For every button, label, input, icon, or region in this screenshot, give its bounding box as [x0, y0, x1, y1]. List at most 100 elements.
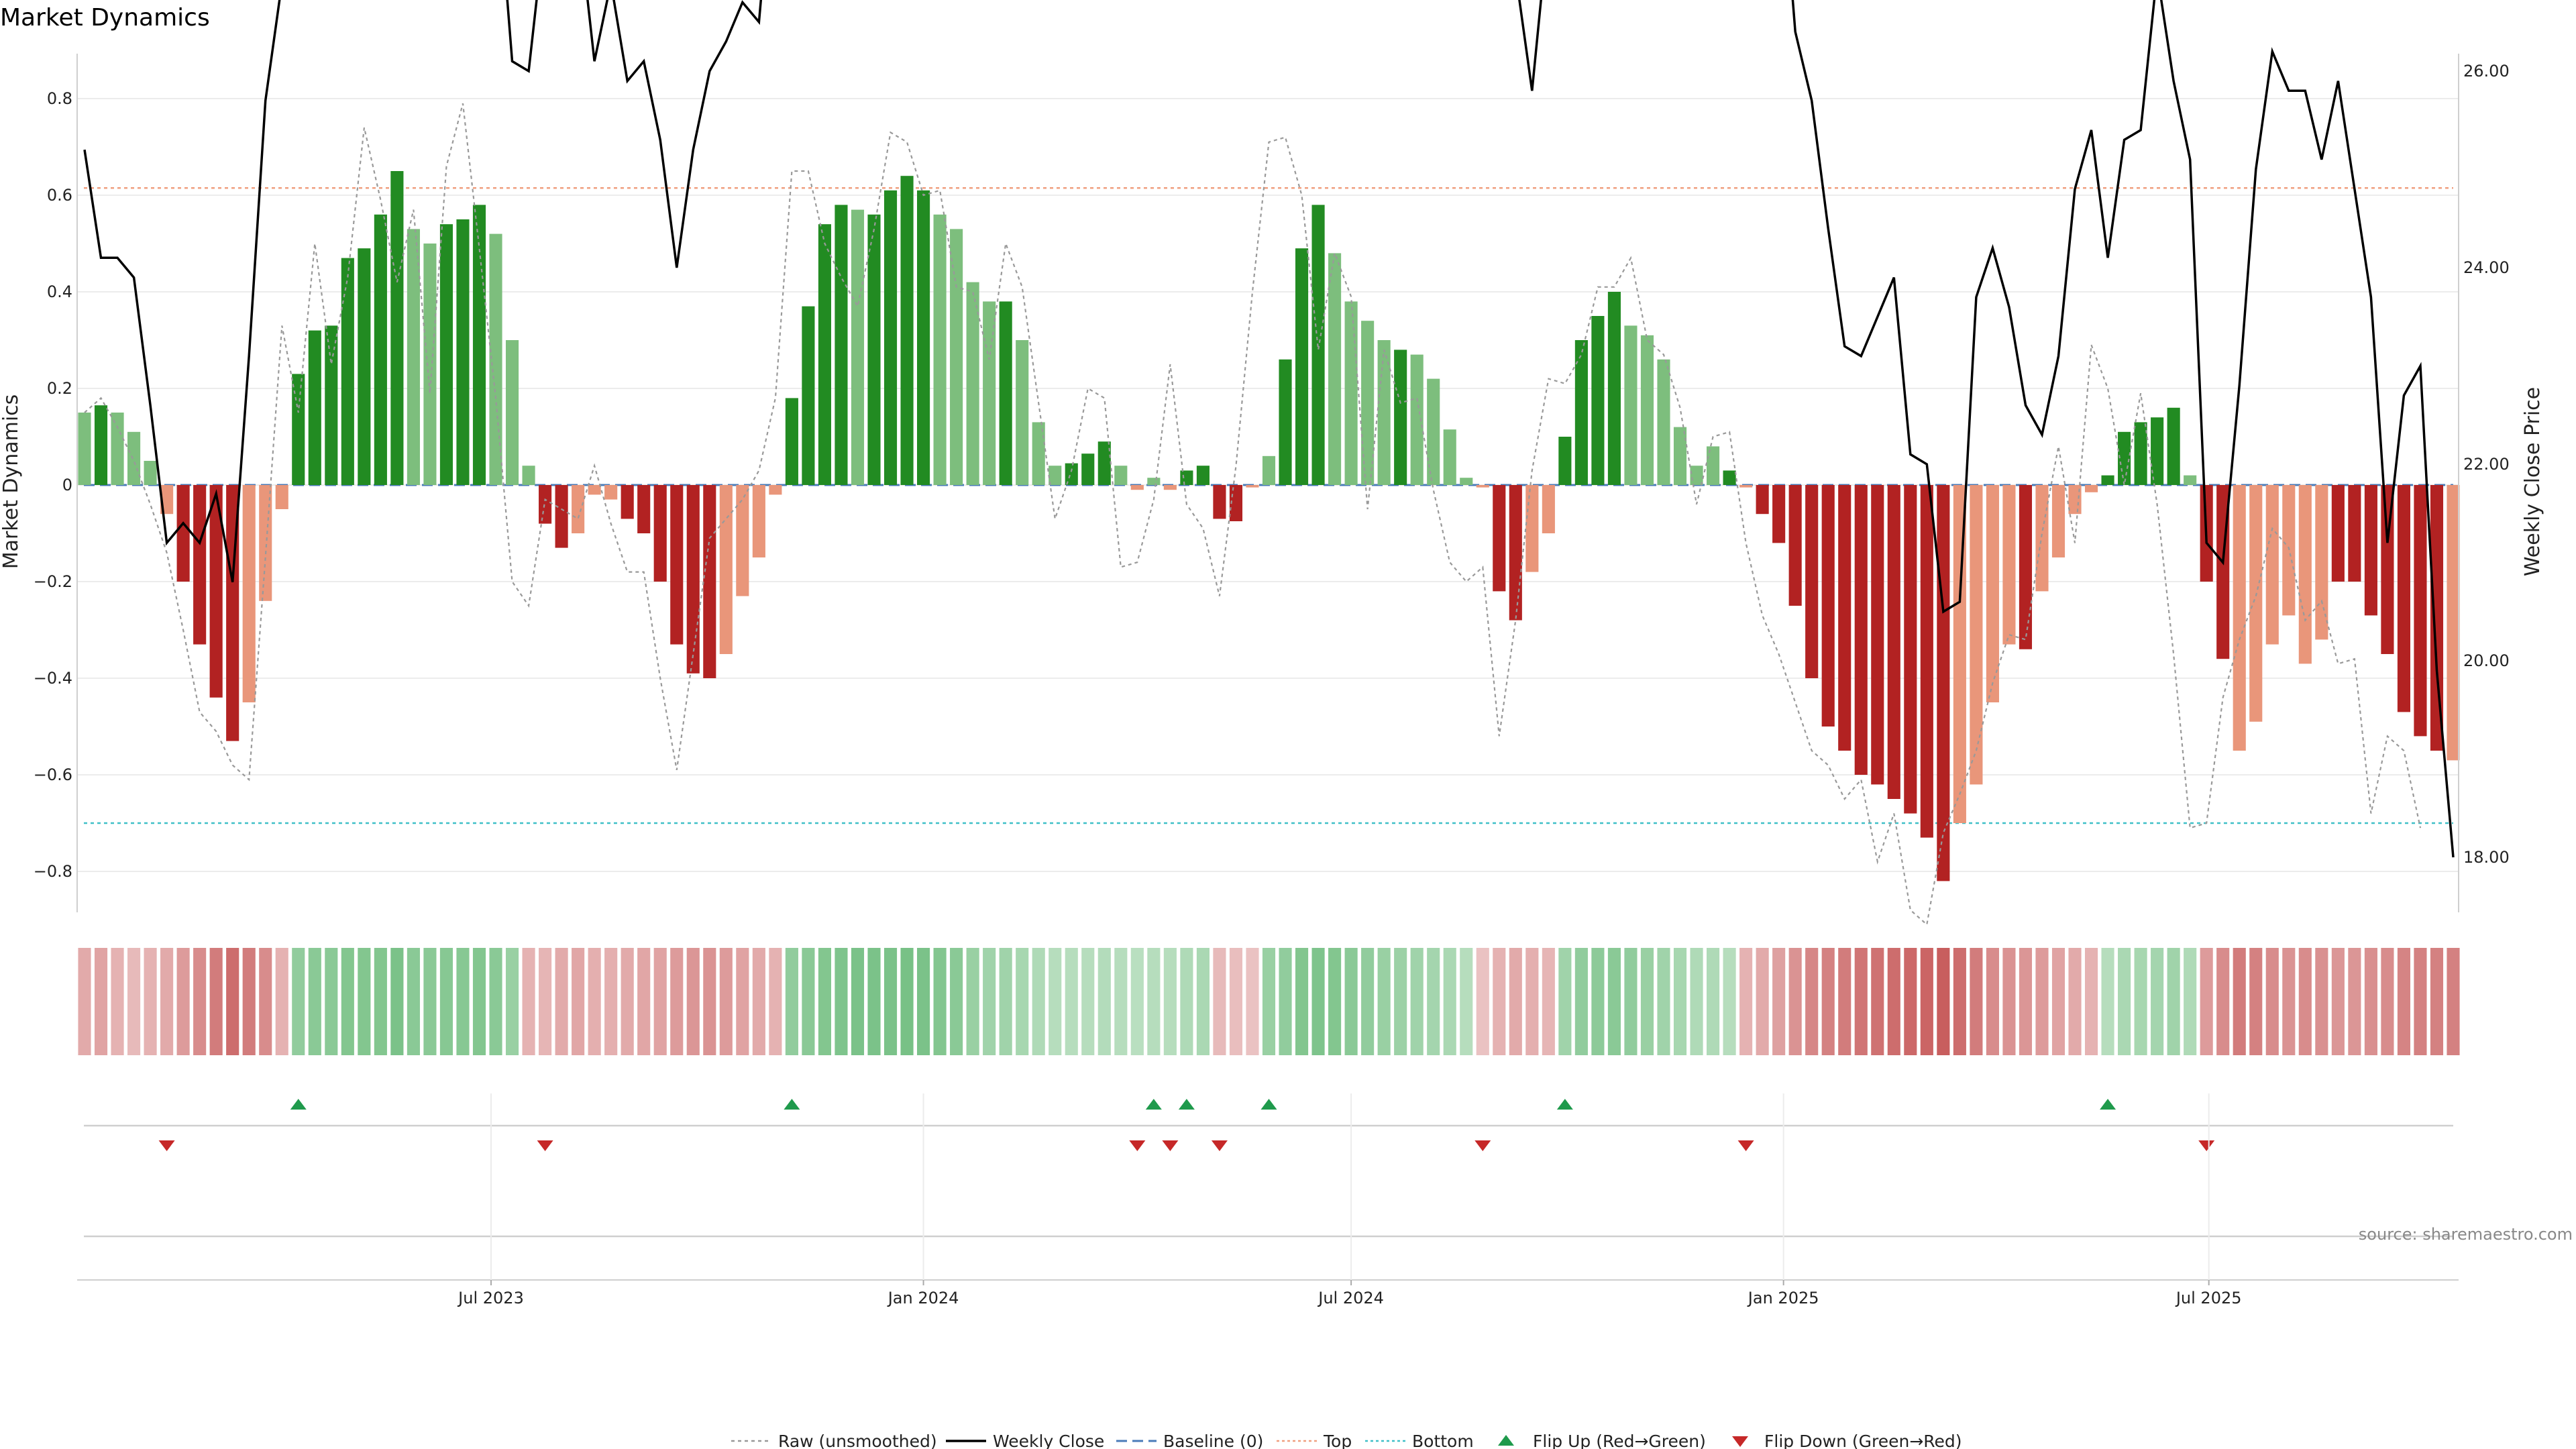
x-tick-label: Jul 2025 — [2175, 1289, 2242, 1307]
heat-cell — [341, 948, 354, 1055]
heat-cell — [1574, 948, 1588, 1055]
momentum-bar — [851, 209, 865, 485]
heat-cell — [1854, 948, 1868, 1055]
momentum-bar — [2397, 485, 2411, 712]
x-tick-label: Jan 2024 — [887, 1289, 959, 1307]
heat-cell — [2167, 948, 2180, 1055]
momentum-bar — [2101, 475, 2114, 485]
momentum-bar — [505, 340, 519, 485]
momentum-bar — [1887, 485, 1900, 799]
momentum-bar — [325, 325, 338, 485]
momentum-bar — [1624, 325, 1638, 485]
y2-tick-label: 24.00 — [2463, 258, 2510, 277]
heat-cell — [1723, 948, 1736, 1055]
heat-cell — [1213, 948, 1226, 1055]
momentum-bar — [439, 224, 453, 485]
heat-cell — [1821, 948, 1835, 1055]
momentum-bar — [111, 413, 124, 485]
flip-down-marker — [1162, 1140, 1179, 1151]
momentum-bar — [1049, 466, 1062, 485]
momentum-bar — [621, 485, 634, 519]
heat-cell — [1427, 948, 1440, 1055]
heat-cell — [1788, 948, 1802, 1055]
momentum-bar — [2447, 485, 2460, 761]
flip-markers — [84, 1099, 2453, 1238]
heat-cell — [2184, 948, 2197, 1055]
heat-cell — [1032, 948, 1045, 1055]
heat-cell — [1591, 948, 1605, 1055]
heat-cell — [1887, 948, 1900, 1055]
momentum-bar — [456, 219, 470, 485]
heat-cell — [653, 948, 667, 1055]
heat-cell — [966, 948, 979, 1055]
heat-cell — [160, 948, 174, 1055]
legend-flip-down-icon — [1732, 1436, 1748, 1447]
momentum-bar — [1953, 485, 1966, 823]
flip-up-marker — [290, 1099, 307, 1110]
momentum-bar — [2315, 485, 2328, 640]
momentum-bar — [2184, 475, 2197, 485]
momentum-bar — [1032, 422, 1045, 485]
momentum-bar — [1065, 463, 1078, 485]
momentum-bar — [1443, 429, 1456, 485]
momentum-bar — [292, 374, 305, 485]
momentum-bar — [1871, 485, 1884, 785]
heat-cell — [111, 948, 124, 1055]
heat-cell — [1624, 948, 1638, 1055]
momentum-bar — [1410, 354, 1424, 485]
momentum-bar — [341, 258, 354, 485]
heat-cell — [242, 948, 256, 1055]
heat-cell — [637, 948, 651, 1055]
momentum-bar — [818, 224, 832, 485]
momentum-bar — [423, 244, 437, 485]
heat-cell — [1690, 948, 1703, 1055]
heat-cell — [1493, 948, 1506, 1055]
momentum-bar — [1772, 485, 1786, 543]
x-tick-label: Jan 2025 — [1747, 1289, 1819, 1307]
momentum-bar — [867, 214, 881, 485]
heat-cell — [2035, 948, 2049, 1055]
momentum-bar — [1591, 316, 1605, 485]
heat-cell — [94, 948, 108, 1055]
momentum-bar — [2430, 485, 2444, 751]
heat-cell — [489, 948, 502, 1055]
momentum-bar — [1706, 446, 1720, 485]
y-tick-label: 0.2 — [47, 379, 72, 398]
heat-cell — [1049, 948, 1062, 1055]
heat-cell — [423, 948, 437, 1055]
y2-tick-label: 20.00 — [2463, 651, 2510, 670]
heat-cell — [983, 948, 996, 1055]
heat-cell — [1163, 948, 1177, 1055]
heat-cell — [2118, 948, 2131, 1055]
heat-cell — [588, 948, 601, 1055]
momentum-bar — [2167, 407, 2180, 485]
momentum-bar — [2282, 485, 2296, 616]
heat-cell — [308, 948, 321, 1055]
momentum-bar — [2151, 417, 2164, 485]
heat-cell — [1476, 948, 1489, 1055]
momentum-bar — [1690, 466, 1703, 485]
momentum-bar — [2068, 485, 2082, 515]
y-tick-label: −0.2 — [34, 572, 72, 591]
momentum-bar — [78, 413, 91, 485]
momentum-bar — [1361, 321, 1375, 485]
momentum-bar — [588, 485, 601, 495]
momentum-bar — [127, 431, 141, 485]
momentum-bar — [1081, 453, 1095, 485]
momentum-bar — [2348, 485, 2361, 582]
momentum-bar — [1607, 292, 1621, 485]
heat-cell — [1657, 948, 1670, 1055]
heat-cell — [1114, 948, 1128, 1055]
legend-raw: Raw (unsmoothed) — [778, 1432, 937, 1449]
momentum-bar — [1673, 427, 1687, 485]
heat-cell — [1295, 948, 1309, 1055]
momentum-bar — [1640, 335, 1654, 485]
heat-cell — [2051, 948, 2065, 1055]
momentum-bar — [719, 485, 733, 654]
momentum-bar — [2414, 485, 2427, 737]
heat-strip — [78, 948, 2460, 1055]
flip-up-marker — [1178, 1099, 1195, 1110]
momentum-bar — [472, 205, 486, 485]
heat-cell — [950, 948, 963, 1055]
momentum-bar — [1509, 485, 1522, 621]
